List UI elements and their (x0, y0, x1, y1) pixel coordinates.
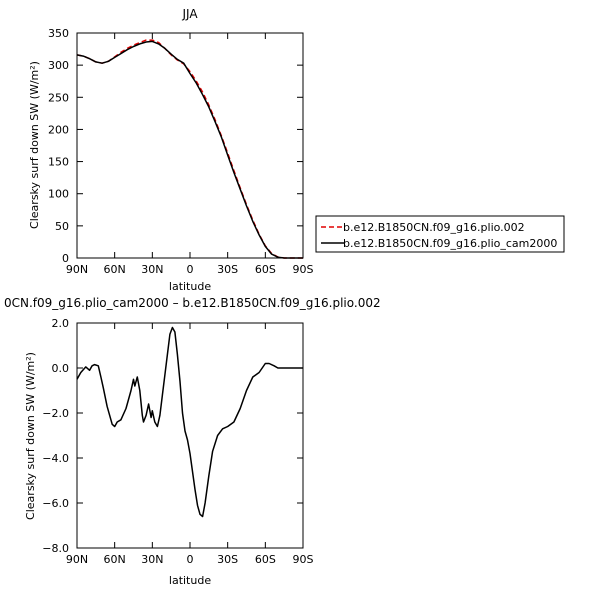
top-x-tick-label: 90S (293, 263, 314, 276)
bottom-x-tick-label: 60S (255, 553, 276, 566)
bottom-axis-ticks: −8.0 −6.0 −4.0 −2.0 0.0 2.0 90N 60N 30N 0 30S 60S 90… (42, 317, 313, 566)
top-x-tick-label: 60N (104, 263, 126, 276)
top-y-tick-label: 200 (48, 123, 69, 136)
bottom-panel: 0CN.f09_g16.plio_cam2000 – b.e12.B1850CN… (4, 296, 381, 587)
top-x-tick-label: 30S (217, 263, 238, 276)
bottom-x-tick-label: 0 (187, 553, 194, 566)
top-x-tick-label: 90N (66, 263, 88, 276)
bottom-y-tick-label: 2.0 (52, 317, 70, 330)
bottom-x-tick-label: 90N (66, 553, 88, 566)
top-plot-frame (76, 32, 304, 259)
top-x-tick-label: 30N (141, 263, 163, 276)
bottom-x-tick-label: 60N (104, 553, 126, 566)
top-y-tick-label: 150 (48, 156, 69, 169)
bottom-chart-title: 0CN.f09_g16.plio_cam2000 – b.e12.B1850CN… (4, 296, 381, 310)
bottom-series-group (76, 326, 303, 518)
legend-label-series-1: b.e12.B1850CN.f09_g16.plio.002 (343, 221, 525, 234)
bottom-x-tick-label: 30S (217, 553, 238, 566)
bottom-x-axis-label: latitude (169, 574, 211, 587)
bottom-x-tick-label: 30N (141, 553, 163, 566)
top-y-axis-label: Clearsky surf down SW (W/m²) (28, 61, 41, 229)
top-x-tick-label: 0 (187, 263, 194, 276)
top-y-tick-label: 0 (62, 252, 69, 265)
top-x-axis-label: latitude (169, 280, 211, 293)
legend-box (315, 215, 565, 253)
bottom-y-tick-label: −2.0 (42, 407, 69, 420)
top-y-tick-label: 50 (55, 220, 69, 233)
bottom-y-tick-label: 0.0 (52, 362, 70, 375)
legend-label-series-2: b.e12.B1850CN.f09_g16.plio_cam2000 (343, 237, 557, 250)
top-series-group (76, 39, 303, 259)
top-y-tick-label: 100 (48, 188, 69, 201)
top-series-line-2 (76, 40, 303, 259)
top-axis-ticks: 0 50 100 150 200 250 300 350 90N 60N 30N 0 30S 60S 90S (48, 27, 314, 276)
bottom-plot-frame (76, 322, 304, 549)
legend: b.e12.B1850CN.f09_g16.plio.002 b.e12.B18… (315, 215, 565, 253)
top-y-tick-label: 350 (48, 27, 69, 40)
bottom-y-tick-label: −8.0 (42, 542, 69, 555)
top-chart-title: JJA (181, 7, 198, 21)
bottom-y-axis-label: Clearsky surf down SW (W/m²) (24, 352, 37, 520)
top-y-tick-label: 250 (48, 91, 69, 104)
top-panel: JJA Clearsky surf down SW (W/m²) latitud… (28, 7, 314, 293)
top-x-tick-label: 60S (255, 263, 276, 276)
bottom-x-tick-label: 90S (293, 553, 314, 566)
bottom-series-line-1 (76, 326, 303, 518)
bottom-y-tick-label: −4.0 (42, 452, 69, 465)
top-y-tick-label: 300 (48, 59, 69, 72)
bottom-y-tick-label: −6.0 (42, 497, 69, 510)
